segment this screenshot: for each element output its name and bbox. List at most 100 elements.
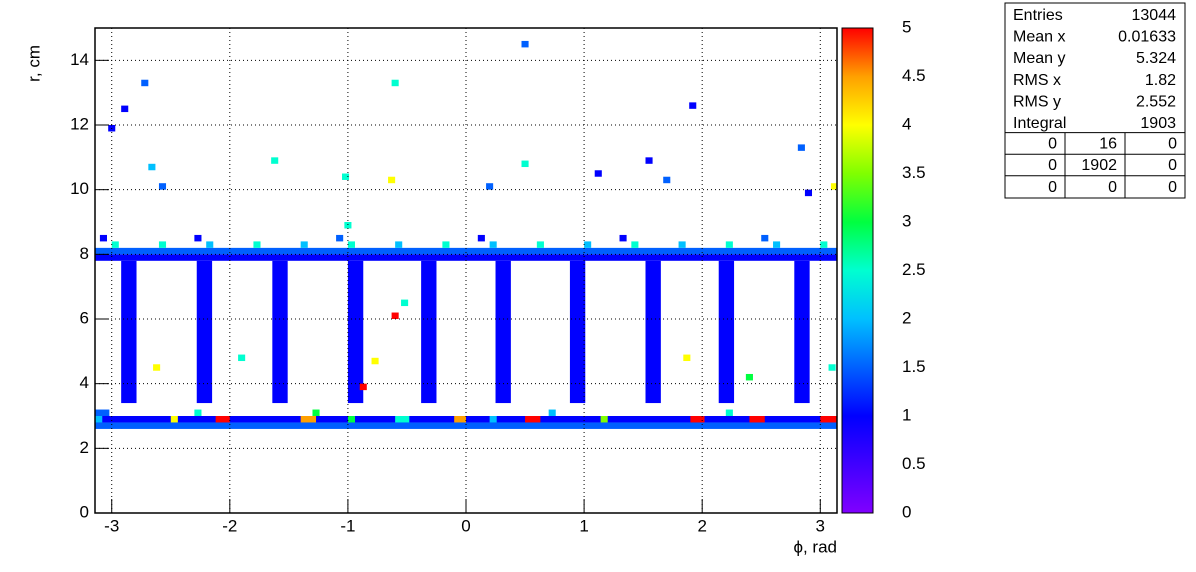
cell (678, 241, 686, 248)
stats-cell: 16 (1099, 136, 1117, 153)
cell (272, 260, 288, 404)
y-tick-label: 12 (70, 114, 89, 133)
x-tick-label: -2 (222, 516, 237, 535)
z-tick-label: 0 (902, 502, 911, 521)
cell (238, 354, 246, 362)
x-tick-label: 1 (579, 516, 588, 535)
cell (206, 241, 214, 248)
cell (828, 364, 836, 371)
x-tick-label: -3 (104, 516, 119, 535)
y-tick-label: 10 (70, 179, 89, 198)
stats-label: RMS y (1013, 93, 1061, 110)
y-tick-label: 2 (80, 438, 89, 457)
y-axis-title: r, cm (24, 45, 43, 82)
cell (395, 416, 410, 423)
cell (95, 254, 837, 261)
cell (148, 163, 156, 171)
cell (421, 260, 437, 404)
cell (347, 260, 364, 404)
cell (271, 157, 279, 164)
cell (194, 409, 202, 416)
cell (521, 160, 529, 168)
cell (121, 105, 129, 113)
cell (347, 241, 355, 248)
x-tick-label: 0 (461, 516, 470, 535)
cell (371, 357, 379, 365)
cells (95, 40, 837, 429)
stats-cell: 0 (1108, 179, 1117, 196)
stats-cell: 0 (1048, 157, 1057, 174)
cell (521, 40, 529, 48)
cell (121, 260, 137, 404)
stats-label: Mean y (1013, 50, 1065, 67)
y-tick-label: 0 (80, 502, 89, 521)
cell (312, 409, 320, 416)
cell (391, 312, 399, 319)
cell (158, 183, 167, 190)
stats-value: 1903 (1140, 115, 1176, 132)
x-tick-label: 3 (816, 516, 825, 535)
cell (548, 409, 556, 416)
stats-value: 1.82 (1145, 72, 1176, 89)
cell (536, 241, 544, 248)
cell (170, 416, 178, 423)
z-tick-label: 1.5 (902, 357, 926, 376)
z-tick-label: 1 (902, 405, 911, 424)
cell (95, 409, 110, 416)
cell (820, 241, 828, 248)
cell (95, 416, 103, 423)
x-tick-label: -1 (340, 516, 355, 535)
cell (725, 409, 733, 416)
cell (215, 416, 230, 423)
cell (584, 241, 592, 248)
cell (525, 416, 541, 423)
cell (690, 416, 705, 423)
cell (141, 79, 149, 87)
stats-value: 5.324 (1136, 50, 1176, 67)
z-tick-label: 4 (902, 114, 911, 133)
cell (158, 241, 167, 248)
stats-cell: 0 (1048, 136, 1057, 153)
cell (594, 170, 602, 177)
axes: -3 -2 -1 0 1 2 30246810121400.511.522.533.544.… (70, 17, 926, 535)
stats-cell: 0 (1168, 179, 1177, 196)
color-bar (841, 27, 874, 514)
cell (631, 241, 639, 248)
cell (391, 79, 399, 87)
cell (797, 144, 805, 151)
stats-value: 13044 (1132, 7, 1177, 24)
z-tick-label: 3.5 (902, 163, 926, 182)
stats: Entries 13044 Mean x 0.01633 Mean y 5.324 RMS … (1005, 7, 1185, 198)
cell (689, 102, 697, 109)
cell (489, 241, 497, 248)
cell (342, 173, 350, 180)
y-tick-label: 4 (80, 373, 89, 392)
cell (336, 234, 344, 242)
cell (196, 260, 213, 404)
cell (683, 354, 691, 362)
cell (153, 364, 161, 371)
cell (442, 241, 450, 248)
cell (804, 189, 813, 197)
cell (477, 234, 485, 242)
cell (619, 234, 627, 242)
z-tick-label: 2.5 (902, 260, 926, 279)
cell (401, 299, 409, 307)
x-tick-label: 2 (697, 516, 706, 535)
stats-label: Integral (1013, 115, 1066, 132)
z-tick-label: 3 (902, 211, 911, 230)
cell (300, 241, 308, 248)
cell (794, 260, 810, 404)
cell (486, 183, 494, 190)
cell (359, 383, 367, 391)
x-axis-title: ϕ, rad (793, 537, 837, 556)
stats-cell: 0 (1168, 136, 1177, 153)
y-tick-label: 14 (70, 50, 89, 69)
cell (600, 416, 608, 423)
plot-frame (94, 27, 838, 514)
cell (569, 260, 586, 404)
stats-label: Mean x (1013, 29, 1065, 46)
z-tick-label: 0.5 (902, 454, 926, 473)
cell (95, 422, 837, 429)
